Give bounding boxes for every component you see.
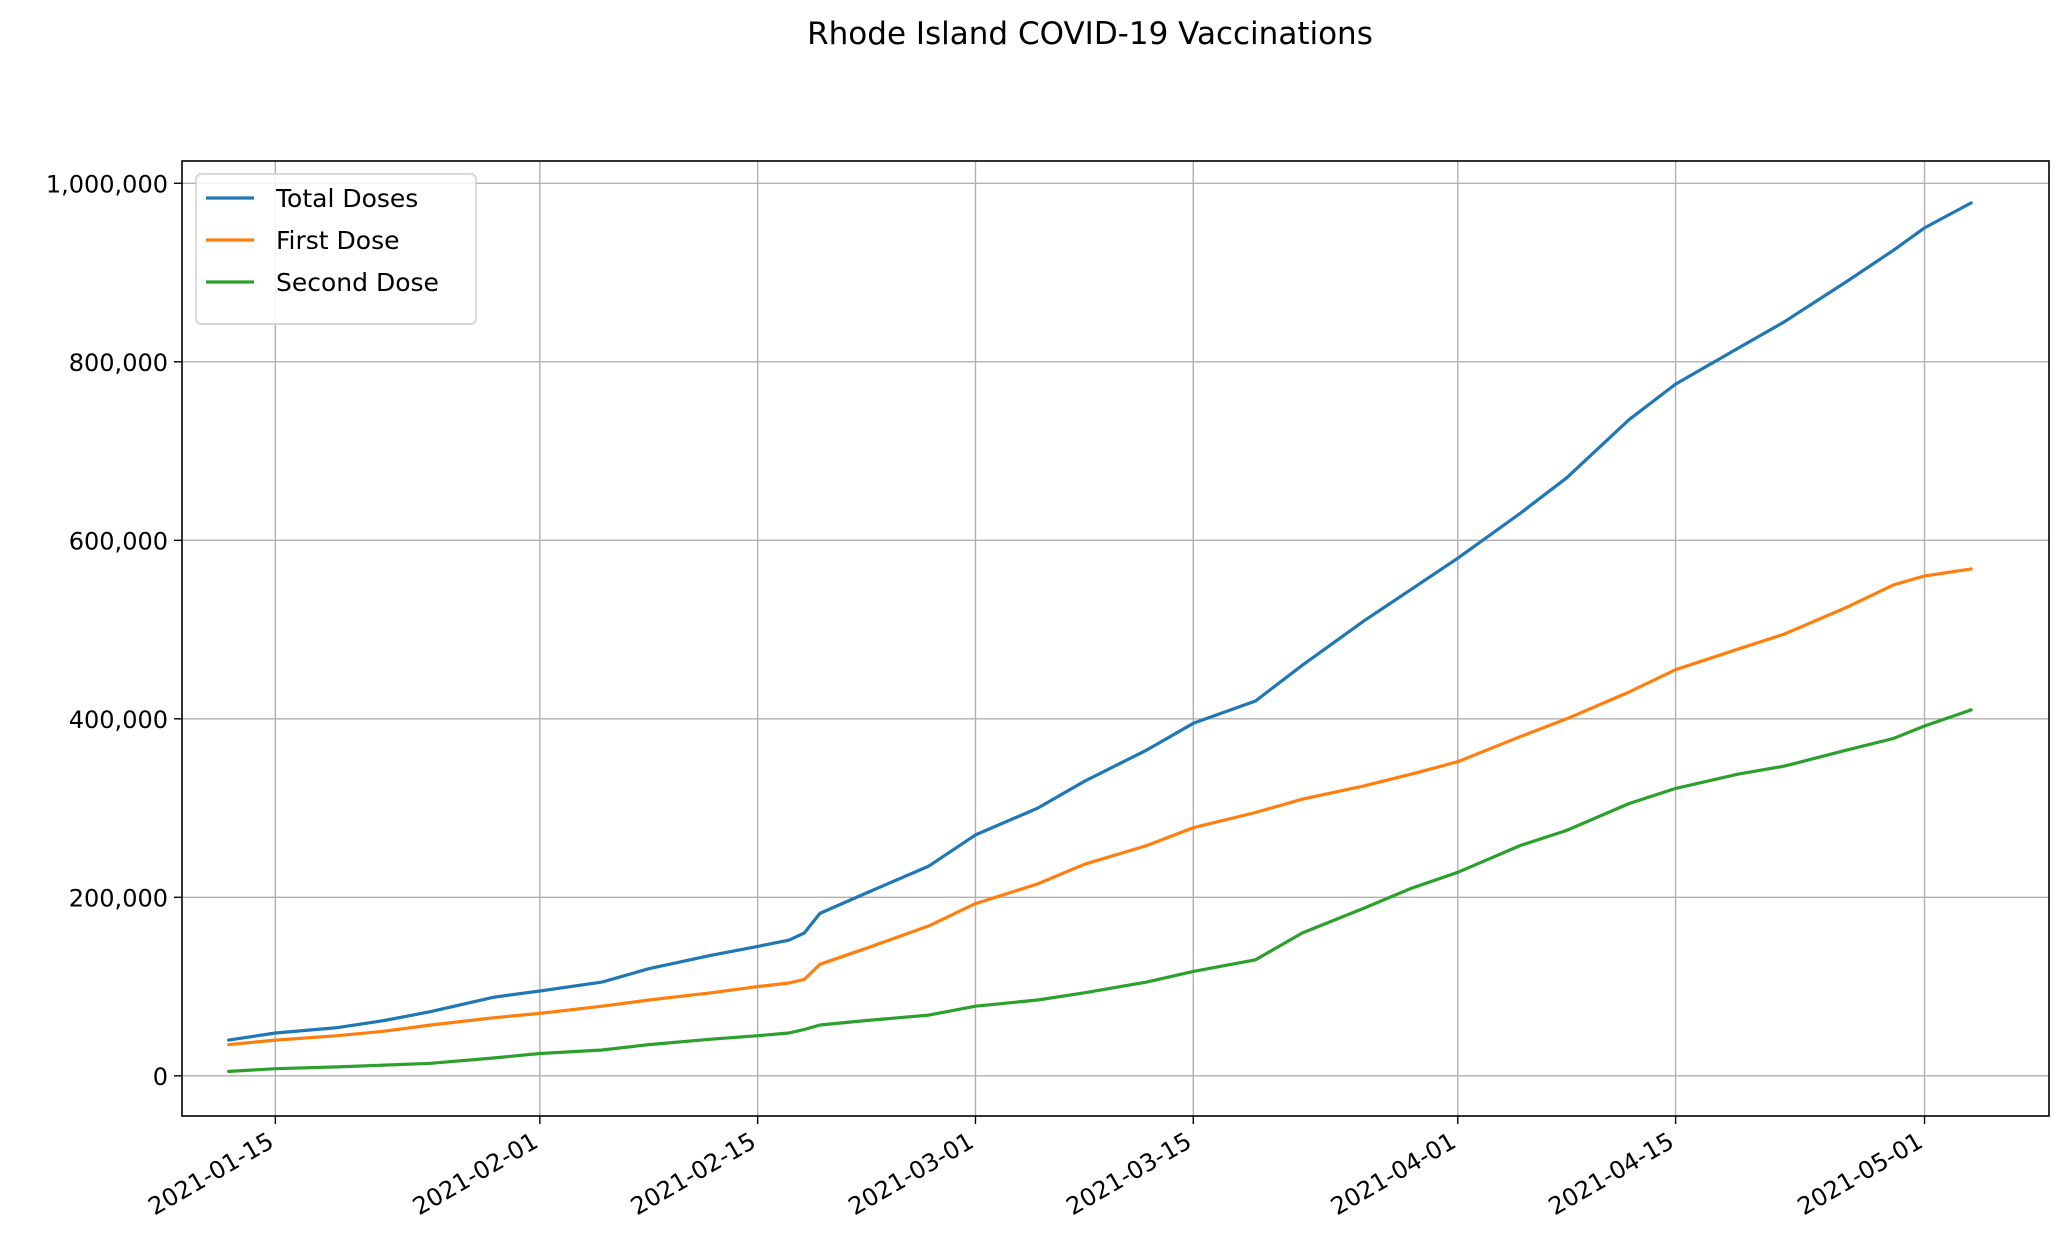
plot-frame: [181, 160, 2050, 1117]
chart-title: Rhode Island COVID-19 Vaccinations: [807, 16, 1373, 52]
y-tick-label: 1,000,000: [46, 170, 168, 198]
series-line-second-dose: [227, 708, 1973, 1074]
y-tick-label: 200,000: [69, 884, 168, 912]
legend-label-first-dose: First Dose: [276, 226, 400, 255]
y-tick-label: 0: [153, 1063, 168, 1091]
series-lines: [227, 201, 1973, 1074]
legend-label-second-dose: Second Dose: [276, 268, 439, 297]
y-tick-label: 600,000: [69, 527, 168, 555]
legend-box: [195, 173, 477, 325]
legend: Total Doses First Dose Second Dose: [195, 173, 477, 325]
y-tick-label: 400,000: [69, 706, 168, 734]
grid: [182, 161, 2049, 1116]
series-line-total-doses: [227, 201, 1973, 1042]
series-line-first-dose: [227, 567, 1973, 1047]
y-tick-label: 800,000: [69, 349, 168, 377]
legend-label-total-doses: Total Doses: [275, 184, 418, 213]
